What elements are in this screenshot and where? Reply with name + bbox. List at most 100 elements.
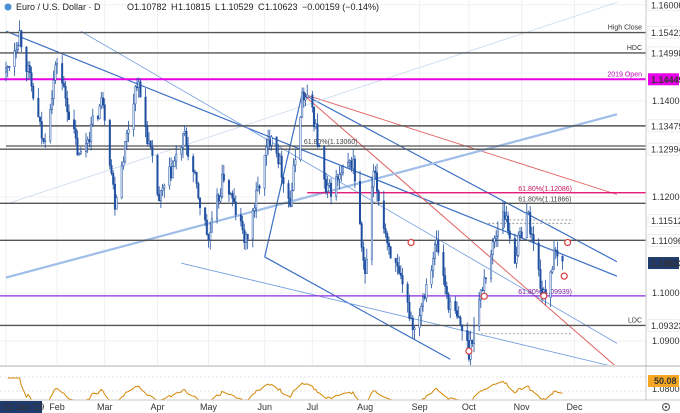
candle-body: [496, 228, 499, 237]
candle-body: [289, 198, 292, 207]
candle-body: [219, 196, 222, 202]
candle-body: [336, 176, 339, 180]
candle-body: [493, 238, 496, 243]
gear-icon[interactable]: [661, 402, 671, 412]
chart-header: Euro / U.S. Dollar · D O 1.10782 H 1.108…: [4, 2, 379, 12]
x-tick-label: Sep: [412, 402, 428, 412]
price-label-bg: [647, 0, 680, 12]
candle-body: [348, 160, 351, 163]
candle-body: [389, 246, 392, 259]
candle-body: [387, 242, 390, 248]
ohlc-low-label: L: [215, 2, 220, 12]
candle-body: [158, 194, 161, 202]
candle-body: [102, 97, 105, 106]
candle-body: [481, 289, 484, 291]
ohlc-open-label: O: [127, 2, 134, 12]
candle-body: [466, 330, 469, 341]
candle-body: [287, 183, 290, 199]
candle-body: [110, 165, 113, 174]
candle-body: [229, 192, 232, 195]
candle-body: [54, 64, 57, 81]
candle-body: [139, 81, 142, 98]
candle-body: [73, 119, 76, 130]
candle-body: [193, 171, 196, 173]
candle-body: [171, 166, 174, 179]
pitchfork-median-line: [301, 93, 616, 365]
candle-body: [408, 302, 411, 319]
x-tick-label: Dec: [566, 402, 583, 412]
time-axis-bg: [0, 400, 680, 413]
candle-body: [529, 211, 532, 235]
pivot-marker: [564, 238, 572, 247]
candle-body: [461, 324, 464, 331]
candle-body: [413, 327, 416, 331]
candle-body: [340, 172, 343, 175]
candle-body: [37, 97, 40, 118]
candle-body: [146, 126, 149, 144]
date-cursor-label-bg: [0, 401, 42, 413]
candle-body: [445, 286, 448, 295]
time-axis[interactable]: 02 Jan '19 Feb Mar Apr May Jun Jul Aug Sep Oct Nov…: [0, 399, 680, 413]
candle-body: [352, 158, 355, 169]
fib-label: 61.80%(1.11866): [518, 196, 571, 203]
fib-label: 61.80%(1.12086): [518, 186, 572, 193]
candle-body: [398, 266, 401, 274]
candle-body: [316, 123, 319, 146]
candle-body: [137, 81, 140, 88]
candle-body: [360, 223, 363, 248]
candle-body: [542, 289, 545, 293]
y-tick-label: 1.08000: [652, 384, 680, 394]
candle-body: [185, 130, 188, 146]
candle-body: [341, 166, 344, 174]
x-tick-label: Mar: [97, 402, 113, 412]
x-tick-label: 02 Jan '19: [3, 402, 44, 412]
price-label-bg: [648, 73, 679, 86]
pivot-marker: [480, 292, 488, 300]
price-label: 1.09323: [651, 321, 680, 331]
candle-body: [265, 146, 268, 156]
ohlc-close: 1.10623: [265, 2, 298, 12]
candle-body: [78, 153, 81, 156]
price-label-bg: [647, 46, 680, 60]
descending-channel-lower: [264, 256, 451, 360]
candle-body: [270, 136, 273, 146]
candle-body: [170, 166, 173, 179]
candle-body: [74, 128, 77, 139]
candle-body: [457, 316, 460, 318]
price-axis[interactable]: 1.160001.140001.130001.120001.100001.090…: [645, 0, 680, 400]
candle-body: [530, 233, 533, 236]
candle-body: [518, 231, 521, 236]
light-parallel-lower: [181, 262, 609, 365]
y-tick-label: 1.10000: [652, 288, 680, 298]
candle-body: [108, 120, 111, 166]
candle-body: [210, 218, 213, 233]
candle-body: [364, 260, 367, 274]
candle-body: [149, 140, 152, 148]
candle-body: [328, 182, 331, 186]
candle-body: [241, 220, 244, 230]
candle-body: [292, 164, 295, 191]
candle-body: [217, 194, 220, 202]
candle-body: [326, 184, 329, 192]
candle-body: [234, 201, 237, 216]
ohlc-high-label: H: [171, 2, 178, 12]
candle-body: [209, 231, 212, 241]
candle-body: [330, 182, 333, 197]
rsi-value-badge: [648, 375, 679, 387]
candle-body: [435, 239, 438, 245]
candle-body: [39, 116, 42, 122]
candle-body: [66, 98, 69, 113]
candle-body: [306, 94, 309, 98]
candle-body: [549, 271, 552, 298]
candle-body: [304, 97, 307, 101]
candle-body: [67, 111, 70, 120]
candle-body: [221, 173, 224, 198]
candle-body: [359, 180, 362, 224]
candle-body: [503, 211, 506, 220]
candle-body: [76, 137, 79, 156]
candle-body: [347, 162, 350, 167]
candle-body: [313, 106, 316, 128]
candle-body: [103, 104, 106, 121]
candle-body: [324, 179, 327, 192]
